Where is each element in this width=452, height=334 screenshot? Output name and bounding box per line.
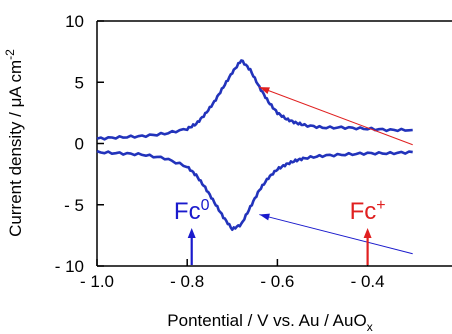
- pointer-arrow: [259, 213, 413, 255]
- anodic-curve: [96, 59, 413, 141]
- y-axis-title: Current density / μA cm-2: [3, 49, 25, 237]
- y-tick-label: 5: [75, 73, 84, 92]
- x-tick-label: - 0.6: [260, 272, 294, 291]
- pointer-arrow: [259, 86, 413, 146]
- x-tick-label: - 0.8: [170, 272, 204, 291]
- fc0-marker: Fc0: [174, 197, 210, 265]
- cathodic-curve: [96, 149, 413, 231]
- x-tick-label: - 1.0: [80, 272, 114, 291]
- fc-plus-marker: Fc+: [350, 197, 386, 265]
- species-label: Fc0: [174, 197, 210, 225]
- x-tick-label: - 0.4: [351, 272, 385, 291]
- x-axis-title: Pontential / V vs. Au / AuOx: [167, 311, 372, 334]
- y-tick-label: - 10: [55, 257, 84, 276]
- y-tick-label: - 5: [64, 196, 84, 215]
- y-tick-label: 0: [75, 135, 84, 154]
- species-label: Fc+: [350, 197, 386, 225]
- y-tick-label: 10: [65, 12, 84, 31]
